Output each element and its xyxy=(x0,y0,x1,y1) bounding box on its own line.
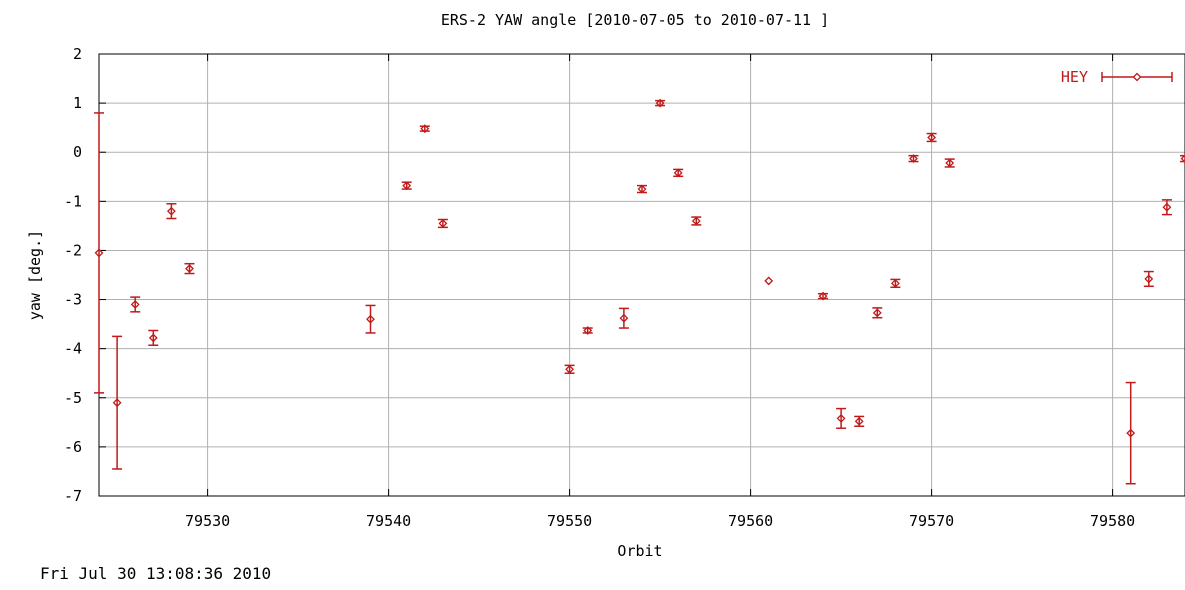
x-axis-ticks: 79530 79540 79550 79560 79570 79580 xyxy=(185,54,1135,530)
data-point xyxy=(365,304,376,334)
y-tick-label: -6 xyxy=(64,438,82,456)
point-marker xyxy=(1180,154,1185,164)
legend-sample-hey xyxy=(1101,72,1173,82)
data-point xyxy=(673,168,684,178)
x-tick-label: 79570 xyxy=(909,512,954,530)
point-marker xyxy=(185,264,194,274)
point-marker xyxy=(673,168,683,178)
point-marker xyxy=(112,398,122,408)
plot-frame xyxy=(98,53,1185,497)
point-marker xyxy=(402,181,412,191)
x-tick-label: 79550 xyxy=(547,512,592,530)
data-point xyxy=(691,216,702,226)
point-marker xyxy=(1126,428,1136,438)
generated-timestamp: Fri Jul 30 13:08:36 2010 xyxy=(40,564,272,583)
point-marker xyxy=(130,300,140,309)
point-marker xyxy=(945,158,955,168)
data-point xyxy=(148,329,159,346)
data-point xyxy=(908,154,919,164)
x-tick-label: 79560 xyxy=(728,512,773,530)
point-marker xyxy=(872,308,882,318)
point-marker xyxy=(927,133,937,142)
data-point xyxy=(166,203,177,220)
data-point xyxy=(926,132,937,143)
point-marker xyxy=(764,276,774,286)
point-marker xyxy=(655,98,665,108)
data-point xyxy=(419,124,430,134)
point-marker xyxy=(94,248,104,258)
y-tick-label: -1 xyxy=(64,192,82,210)
point-marker xyxy=(836,413,846,423)
point-marker xyxy=(691,216,701,226)
x-tick-label: 79580 xyxy=(1090,512,1135,530)
data-point xyxy=(1180,154,1185,164)
data-point xyxy=(130,296,141,313)
point-marker xyxy=(909,154,918,164)
data-point xyxy=(1161,199,1172,216)
data-point xyxy=(618,307,629,329)
y-tick-label: -4 xyxy=(64,340,82,358)
data-point xyxy=(1143,270,1154,288)
y-tick-label: -3 xyxy=(64,291,82,309)
data-point xyxy=(112,335,123,470)
y-tick-label: -7 xyxy=(64,487,82,505)
y-tick-label: 0 xyxy=(73,143,82,161)
point-marker xyxy=(818,291,828,301)
point-marker xyxy=(1144,274,1154,284)
x-tick-label: 79530 xyxy=(185,512,230,530)
point-marker xyxy=(366,314,375,324)
point-marker xyxy=(420,124,430,134)
point-marker xyxy=(166,206,176,216)
data-point xyxy=(890,278,901,289)
y-tick-label: 1 xyxy=(73,94,82,112)
data-point xyxy=(184,262,195,275)
data-point xyxy=(944,158,955,168)
x-tick-label: 79540 xyxy=(366,512,411,530)
data-point xyxy=(854,415,865,428)
point-marker xyxy=(583,326,593,335)
point-marker xyxy=(148,333,158,343)
data-point xyxy=(818,291,828,301)
data-point xyxy=(764,276,774,286)
data-point xyxy=(1125,381,1136,485)
x-axis-label: Orbit xyxy=(617,542,662,560)
y-tick-label: -5 xyxy=(64,389,82,407)
point-marker xyxy=(1162,202,1172,212)
y-axis-label: yaw [deg.] xyxy=(26,230,44,320)
y-tick-label: 2 xyxy=(73,45,82,63)
point-marker xyxy=(890,278,900,288)
chart-title: ERS-2 YAW angle [2010-07-05 to 2010-07-1… xyxy=(441,11,829,29)
data-point xyxy=(836,407,847,429)
data-point xyxy=(401,181,412,191)
legend-marker xyxy=(1132,72,1142,82)
data-point xyxy=(437,218,448,229)
legend: HEY xyxy=(1061,68,1173,86)
point-marker xyxy=(565,364,575,374)
point-marker xyxy=(619,313,629,323)
data-point xyxy=(582,326,593,335)
point-marker xyxy=(854,416,864,426)
grid-lines xyxy=(99,54,1185,496)
y-axis-ticks: 2 1 0 -1 -2 -3 -4 -5 -6 -7 xyxy=(64,45,106,505)
y-tick-label: -2 xyxy=(64,241,82,259)
data-point xyxy=(637,184,647,194)
data-point xyxy=(872,307,883,319)
data-points xyxy=(94,98,1185,485)
data-point xyxy=(655,98,666,108)
data-point xyxy=(94,112,104,394)
point-marker xyxy=(637,184,647,194)
point-marker xyxy=(438,219,448,228)
data-point xyxy=(564,364,575,374)
legend-label-hey: HEY xyxy=(1061,68,1088,86)
